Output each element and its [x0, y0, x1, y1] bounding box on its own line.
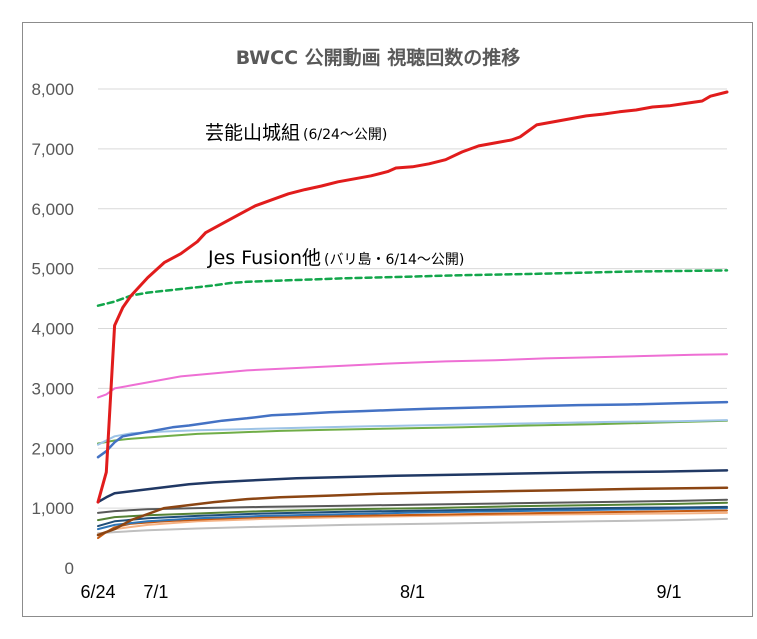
- series-line-13: [97, 511, 728, 536]
- y-axis-ticks: 0 1,000 2,000 3,000 4,000 5,000 6,000 7,000 8,00…: [31, 80, 74, 578]
- series-line-12: [97, 509, 728, 540]
- x-tick-label: 9/1: [657, 582, 682, 602]
- series-line-9: [97, 501, 728, 522]
- x-axis-ticks: 6/24 7/1 8/1 9/1: [80, 582, 681, 602]
- y-tick-label: 3,000: [31, 379, 74, 398]
- y-tick-label: 1,000: [31, 499, 74, 518]
- y-tick-label: 2,000: [31, 439, 74, 458]
- gridlines: [98, 88, 727, 509]
- y-tick-label: 7,000: [31, 140, 74, 159]
- annotation-geino-yamashirogumi: 芸能山城組 (6/24～公開): [205, 122, 387, 144]
- series-line-14: [97, 517, 728, 535]
- x-tick-label: 7/1: [143, 582, 168, 602]
- series-line-11: [97, 507, 728, 531]
- series-line-0: [96, 90, 729, 504]
- y-tick-label: 4,000: [31, 320, 74, 339]
- series-group: [96, 90, 729, 540]
- series-line-6: [96, 469, 729, 504]
- series-line-7: [96, 486, 729, 537]
- y-tick-label: 6,000: [31, 200, 74, 219]
- y-tick-label: 0: [65, 559, 74, 578]
- x-tick-label: 8/1: [400, 582, 425, 602]
- x-tick-label: 6/24: [80, 582, 115, 602]
- annotation-jes-fusion: Jes Fusion他 (バリ島・6/14～公開): [207, 247, 464, 269]
- series-line-8: [97, 498, 728, 514]
- chart-title: BWCC 公開動画 視聴回数の推移: [236, 46, 521, 69]
- series-line-3: [96, 400, 729, 459]
- y-tick-label: 5,000: [31, 260, 74, 279]
- series-line-5: [97, 419, 728, 445]
- series-line-2: [97, 353, 728, 399]
- series-line-1: [96, 269, 729, 307]
- y-tick-label: 8,000: [31, 80, 74, 99]
